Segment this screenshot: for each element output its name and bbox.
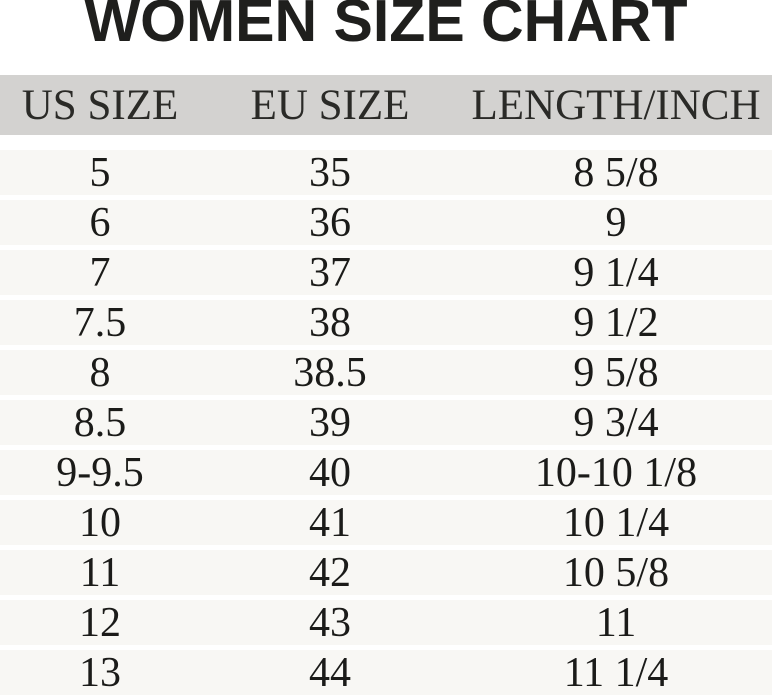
eu-size-cell: 40 (309, 449, 351, 496)
us-size-cell: 6 (89, 199, 111, 246)
eu-size-cell: 37 (309, 249, 351, 296)
table-row: 13 44 11 1/4 (0, 649, 772, 696)
us-size-cell: 8 (89, 349, 111, 396)
table-row: 9-9.5 40 10-10 1/8 (0, 449, 772, 496)
us-size-cell: 11 (79, 549, 121, 596)
page-title: WOMEN SIZE CHART (84, 0, 688, 54)
eu-size-cell: 39 (309, 399, 351, 446)
table-row: 8 38.5 9 5/8 (0, 349, 772, 396)
table-row: 7.5 38 9 1/2 (0, 299, 772, 346)
eu-size-cell: 38 (309, 299, 351, 346)
table-row: 8.5 39 9 3/4 (0, 399, 772, 446)
length-inch-cell: 8 5/8 (573, 149, 659, 196)
length-inch-cell: 10-10 1/8 (534, 449, 698, 496)
us-size-cell: 12 (79, 599, 121, 646)
length-inch-cell: 11 1/4 (563, 649, 669, 696)
eu-size-cell: 42 (309, 549, 351, 596)
eu-size-cell: 36 (309, 199, 351, 246)
us-size-cell: 9-9.5 (56, 449, 144, 496)
table-row: 6 36 9 (0, 199, 772, 246)
table-body: 5 35 8 5/8 6 36 9 7 37 9 1/4 7.5 38 9 1/… (0, 149, 772, 696)
column-header-eu-size: EU SIZE (250, 81, 410, 129)
us-size-cell: 7.5 (73, 299, 127, 346)
length-inch-cell: 10 1/4 (562, 499, 670, 546)
eu-size-cell: 35 (309, 149, 351, 196)
length-inch-cell: 9 1/2 (573, 299, 659, 346)
length-inch-cell: 9 3/4 (573, 399, 659, 446)
eu-size-cell: 44 (309, 649, 351, 696)
us-size-cell: 7 (89, 249, 111, 296)
table-row: 5 35 8 5/8 (0, 149, 772, 196)
eu-size-cell: 41 (309, 499, 351, 546)
length-inch-cell: 9 1/4 (573, 249, 659, 296)
length-inch-cell: 9 (605, 199, 627, 246)
table-row: 7 37 9 1/4 (0, 249, 772, 296)
us-size-cell: 13 (79, 649, 121, 696)
us-size-cell: 8.5 (73, 399, 127, 446)
table-row: 12 43 11 (0, 599, 772, 646)
table-header-row: US SIZE EU SIZE LENGTH/INCH (0, 75, 772, 135)
us-size-cell: 10 (79, 499, 121, 546)
table-row: 10 41 10 1/4 (0, 499, 772, 546)
header-body-divider (0, 135, 772, 150)
length-inch-cell: 10 5/8 (562, 549, 670, 596)
column-header-length-inch: LENGTH/INCH (471, 81, 761, 129)
eu-size-cell: 43 (309, 599, 351, 646)
length-inch-cell: 9 5/8 (573, 349, 659, 396)
column-header-us-size: US SIZE (21, 81, 179, 129)
eu-size-cell: 38.5 (293, 349, 367, 396)
us-size-cell: 5 (89, 149, 111, 196)
table-row: 11 42 10 5/8 (0, 549, 772, 596)
length-inch-cell: 11 (595, 599, 637, 646)
